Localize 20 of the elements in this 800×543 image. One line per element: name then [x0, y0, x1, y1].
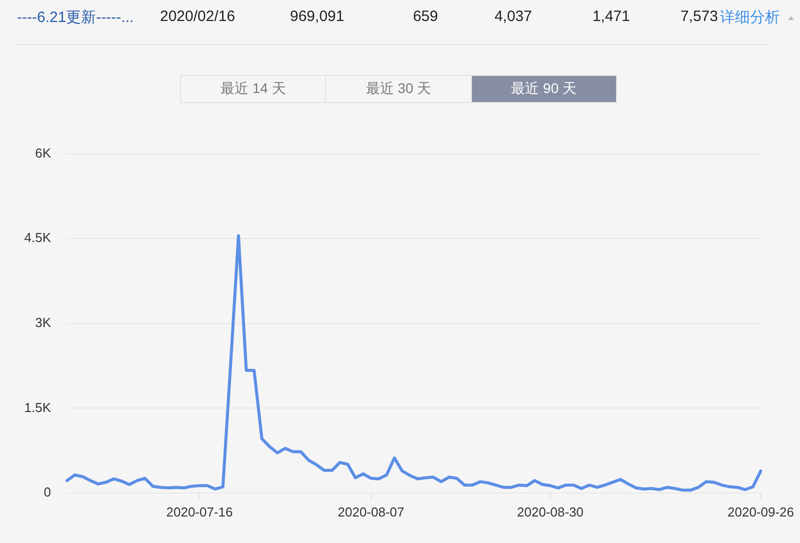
- text: 7,573: [680, 8, 718, 25]
- x-tick-label: 2020-09-26: [728, 504, 794, 520]
- x-tick-label: 2020-07-16: [166, 504, 233, 520]
- y-tick-label: 4.5K: [24, 230, 52, 246]
- text: 4,037: [494, 8, 532, 25]
- text: 1,471: [592, 8, 630, 25]
- x-tick-label: 2020-08-30: [517, 504, 584, 520]
- text: 最近 14 天: [181, 76, 326, 102]
- y-tick-label: 0: [44, 484, 51, 500]
- text: 最近 30 天: [326, 76, 472, 102]
- text: 最近 90 天: [472, 76, 616, 102]
- x-tick-label: 2020-08-07: [338, 504, 404, 520]
- text: ----6.21更新-----...: [17, 8, 134, 27]
- y-tick-label: 1.5K: [24, 400, 52, 415]
- y-tick-label: 3K: [35, 314, 52, 330]
- text: 2020/02/16: [160, 8, 236, 25]
- text: 659: [412, 8, 438, 25]
- y-tick-label: 6K: [35, 145, 52, 160]
- text: 详细分析: [720, 8, 780, 27]
- text: 969,091: [290, 8, 344, 25]
